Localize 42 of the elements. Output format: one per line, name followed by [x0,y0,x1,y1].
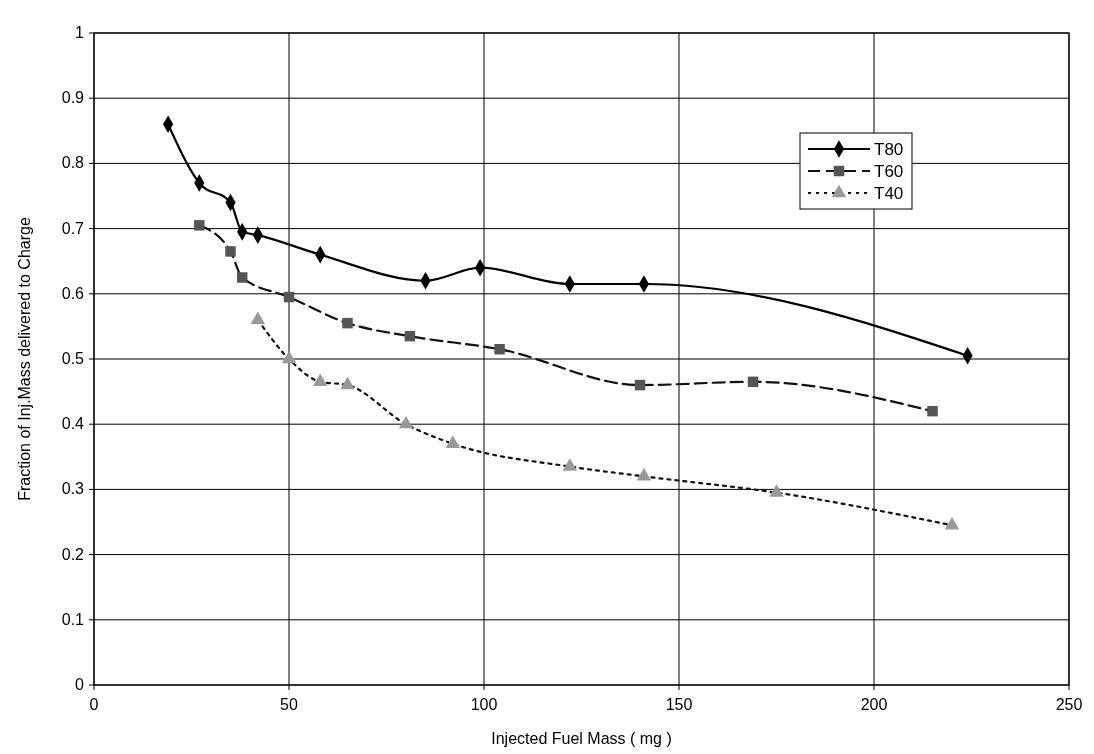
x-tick-label: 0 [89,696,99,713]
y-tick-label: 0.5 [61,350,85,367]
point [445,435,461,448]
x-axis-title: Injected Fuel Mass ( mg ) [491,730,672,747]
point [927,405,938,417]
point [283,291,295,303]
point [225,246,236,257]
point [747,376,759,388]
point [340,376,355,390]
legend-label: T60 [874,162,904,181]
y-tick-label: 0.4 [61,415,85,433]
point [398,415,414,429]
point [250,311,266,325]
y-tick-label: 1 [75,24,85,41]
point [944,516,960,530]
point [342,317,353,329]
legend-label: T80 [874,140,904,159]
y-tick-label: 0.1 [61,610,85,628]
y-tick-label: 0.9 [61,89,85,107]
x-tick-label: 200 [860,696,888,713]
y-tick-label: 0.2 [61,545,85,563]
point [312,373,328,386]
y-axis-title: Fraction of Inj.Mass delivered to Charge [16,217,33,501]
point [281,350,297,364]
point [494,343,505,355]
x-tick-label: 50 [280,696,298,713]
point [769,484,784,497]
y-tick-label: 0.3 [61,480,85,498]
y-tick-label: 0.7 [61,219,85,237]
x-tick-label: 100 [470,696,498,713]
point [194,220,205,231]
point [634,379,646,391]
legend-label: T40 [874,184,904,203]
point [404,330,416,342]
point [636,468,652,481]
x-tick-label: 150 [665,696,693,713]
point [562,458,578,471]
y-tick-label: 0 [75,676,85,693]
y-tick-label: 0.6 [61,284,85,302]
x-tick-label: 250 [1055,696,1083,713]
y-tick-label: 0.8 [61,154,85,172]
point [236,272,248,283]
